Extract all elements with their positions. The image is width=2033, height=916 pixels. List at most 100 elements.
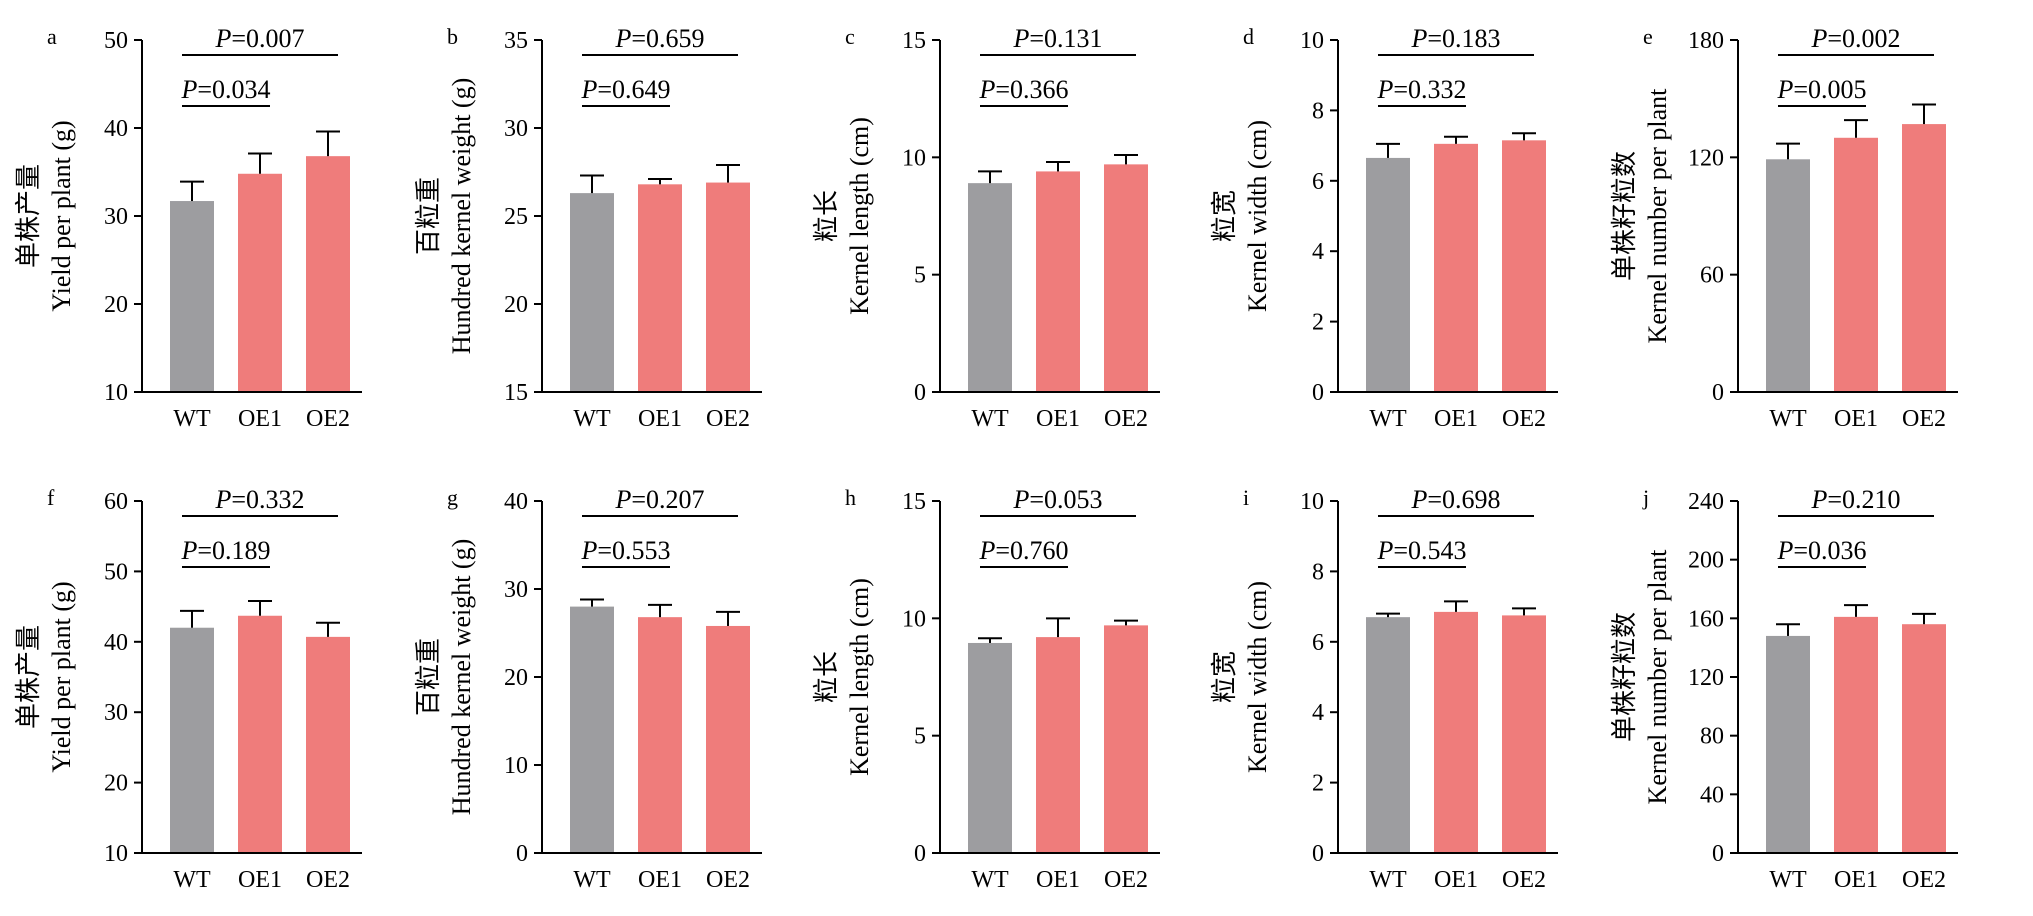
y-tick-label: 0 [914,841,926,867]
y-tick-label: 8 [1312,559,1324,585]
bar-oe1 [1434,143,1478,391]
panel-d: d 0 2 4 6 8 10 粒宽 Kernel width (cm) WT OE1 OE2 P=0.3… [1210,24,1558,432]
panel-b: b 15 20 25 30 35 百粒重 Hundred kernel weight (g) W… [414,24,762,432]
x-tick-label: OE2 [1104,867,1148,893]
p-value-label: P=0.553 [580,536,670,565]
p-value-label: P=0.366 [978,75,1068,104]
y-axis-label-en: Hundred kernel weight (g) [447,78,476,355]
x-tick-label: WT [573,867,611,893]
panel-letter: c [845,24,855,49]
p-value-label: P=0.131 [1012,24,1102,53]
x-tick-label: OE2 [706,867,750,893]
y-axis-label-en: Kernel length (cm) [845,578,874,776]
y-axis-label-cn: 粒宽 [1210,651,1239,703]
y-axis-label-cn: 单株产量 [14,164,43,268]
y-tick-label: 60 [104,489,128,515]
y-axis-label-en: Kernel width (cm) [1243,581,1272,773]
panel-letter: j [1642,485,1649,510]
p-value-label: P=0.332 [1376,75,1466,104]
p-value-label: P=0.002 [1810,24,1900,53]
y-tick-label: 120 [1688,145,1724,171]
y-tick-label: 6 [1312,630,1324,656]
bar-oe1 [1036,171,1080,391]
bar-oe2 [1104,625,1148,852]
y-tick-label: 30 [504,116,528,142]
y-tick-label: 10 [104,380,128,406]
y-tick-label: 180 [1688,28,1724,54]
y-tick-label: 5 [914,724,926,750]
panel-letter: f [47,485,55,510]
panel-j: j 0 40 80 120 160 200 240 单株籽粒数 Kernel number per… [1610,485,1958,893]
y-axis-label-en: Kernel number per plant [1643,549,1672,805]
panel-letter: d [1243,24,1254,49]
p-value-label: P=0.207 [614,485,704,514]
panel-i: i 0 2 4 6 8 10 粒宽 Kernel width (cm) WT OE1 OE2 P=0.5… [1210,485,1558,893]
p-value-label: P=0.649 [580,75,670,104]
bar-wt [570,606,614,852]
bar-wt [1766,635,1810,852]
x-tick-label: WT [1369,406,1407,432]
y-axis-label-en: Kernel number per plant [1643,88,1672,344]
panel-letter: e [1643,24,1653,49]
y-axis-label-cn: 单株籽粒数 [1610,612,1639,742]
bar-oe2 [1902,124,1946,391]
y-tick-label: 10 [104,841,128,867]
y-tick-label: 120 [1688,665,1724,691]
panel-g: g 0 10 20 30 40 百粒重 Hundred kernel weight (g) WT… [414,485,762,893]
x-tick-label: OE1 [1834,867,1878,893]
x-tick-label: OE1 [638,867,682,893]
y-tick-label: 40 [104,116,128,142]
y-tick-label: 240 [1688,489,1724,515]
bar-oe2 [706,182,750,391]
y-tick-label: 30 [104,204,128,230]
x-tick-label: OE1 [1434,406,1478,432]
y-axis-label-cn: 百粒重 [414,177,443,255]
bar-wt [968,183,1012,391]
bar-oe1 [638,617,682,852]
x-tick-label: WT [573,406,611,432]
y-tick-label: 2 [1312,310,1324,336]
x-tick-label: OE1 [238,867,282,893]
panel-f: f 10 20 30 40 50 60 单株产量 Yield per plant (g) WT OE… [14,485,362,893]
bar-wt [1366,617,1410,852]
p-value-label: P=0.659 [614,24,704,53]
y-tick-label: 50 [104,28,128,54]
x-tick-label: OE2 [1902,867,1946,893]
x-tick-label: WT [173,406,211,432]
bar-wt [1366,157,1410,391]
x-tick-label: WT [971,867,1009,893]
p-value-label: P=0.053 [1012,485,1102,514]
y-axis-label-en: Yield per plant (g) [47,581,76,772]
x-tick-label: OE1 [1834,406,1878,432]
y-tick-label: 160 [1688,606,1724,632]
y-tick-label: 0 [1312,380,1324,406]
bar-oe1 [238,615,282,852]
y-tick-label: 4 [1312,239,1324,265]
panel-letter: i [1243,485,1249,510]
x-tick-label: OE1 [238,406,282,432]
bar-oe1 [1434,611,1478,852]
panel-letter: g [447,485,458,510]
y-tick-label: 10 [902,145,926,171]
bar-oe2 [1502,140,1546,391]
p-value-label: P=0.189 [180,536,270,565]
y-tick-label: 0 [1712,380,1724,406]
y-tick-label: 40 [1700,782,1724,808]
y-tick-label: 8 [1312,98,1324,124]
y-tick-label: 80 [1700,724,1724,750]
p-value-label: P=0.698 [1410,485,1500,514]
y-tick-label: 30 [104,700,128,726]
x-tick-label: WT [1769,406,1807,432]
y-tick-label: 10 [1300,489,1324,515]
bar-oe1 [238,173,282,391]
x-tick-label: OE2 [1502,867,1546,893]
bar-wt [170,201,214,391]
y-axis-label-cn: 粒长 [812,651,841,703]
y-tick-label: 40 [104,630,128,656]
y-tick-label: 50 [104,559,128,585]
bar-oe1 [638,184,682,391]
x-tick-label: OE2 [1902,406,1946,432]
y-axis-label-en: Hundred kernel weight (g) [447,539,476,816]
panel-c: c 0 5 10 15 粒长 Kernel length (cm) WT OE1 OE2 P=0.3… [812,24,1160,432]
y-axis-label-cn: 粒宽 [1210,190,1239,242]
